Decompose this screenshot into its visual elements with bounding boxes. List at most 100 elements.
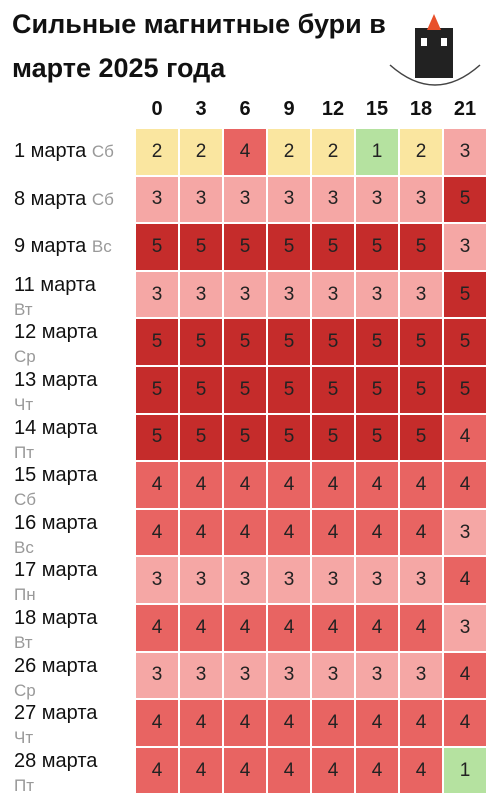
cell: 4	[443, 556, 487, 604]
cell: 1	[355, 128, 399, 176]
cell: 5	[267, 413, 311, 462]
cell: 5	[443, 270, 487, 319]
cell: 5	[267, 366, 311, 414]
row-label: 8 марта Сб	[14, 187, 134, 212]
cell: 4	[399, 461, 443, 509]
cell: 4	[355, 461, 399, 509]
cell: 5	[135, 366, 179, 414]
cell: 5	[135, 223, 179, 271]
hour-header: 18	[409, 98, 433, 120]
cell: 3	[267, 651, 311, 700]
hour-header: 9	[283, 98, 295, 120]
cell: 5	[267, 318, 311, 366]
cell: 4	[135, 461, 179, 509]
cell: 4	[179, 508, 223, 557]
cell: 3	[179, 175, 223, 224]
cell: 4	[355, 508, 399, 557]
row-label: 18 марта Вт	[14, 606, 134, 655]
cell: 3	[399, 556, 443, 604]
row-label: 28 марта Пт	[14, 749, 134, 798]
weekday: Пт	[14, 442, 35, 462]
cell: 5	[399, 366, 443, 414]
cell: 2	[179, 128, 223, 176]
date: 12 марта	[14, 321, 98, 344]
cell: 4	[311, 508, 355, 557]
title: Сильные магнитные бури в марте 2025 года	[12, 9, 386, 83]
cell: 3	[355, 175, 399, 224]
row-label: 9 марта Вс	[14, 234, 134, 259]
cell: 4	[267, 604, 311, 652]
cell: 5	[399, 223, 443, 271]
weekday: Ср	[14, 347, 36, 367]
date: 13 марта	[14, 369, 98, 391]
cell: 3	[443, 128, 487, 176]
cell: 5	[443, 175, 487, 224]
cell: 3	[223, 270, 267, 319]
cell: 5	[311, 366, 355, 414]
cell: 4	[223, 128, 267, 176]
weekday: Чт	[14, 395, 34, 414]
cell: 3	[135, 270, 179, 319]
cell: 4	[223, 699, 267, 747]
cell: 3	[223, 175, 267, 224]
date: 11 марта	[14, 273, 96, 296]
cell: 4	[267, 746, 311, 795]
cell: 4	[135, 508, 179, 557]
cell: 5	[311, 318, 355, 366]
hour-header: 0	[151, 98, 163, 120]
weekday: Сб	[91, 142, 114, 161]
weekday: Пн	[14, 585, 36, 605]
cell: 5	[311, 413, 355, 462]
cell: 3	[135, 175, 179, 224]
hour-header: 21	[453, 98, 477, 120]
cell: 5	[179, 413, 223, 462]
cell: 3	[267, 270, 311, 319]
cell: 3	[311, 270, 355, 319]
cell: 5	[399, 413, 443, 462]
row-label: 17 марта Пн	[14, 558, 134, 607]
cell: 3	[179, 556, 223, 604]
cell: 4	[267, 699, 311, 747]
cell: 4	[311, 461, 355, 509]
cell: 3	[443, 223, 487, 271]
row-label: 26 марта Ср	[14, 654, 134, 703]
cell: 4	[223, 604, 267, 652]
weekday: Сб	[14, 490, 37, 510]
cell: 5	[399, 318, 443, 366]
cell: 2	[267, 128, 311, 176]
cell: 3	[355, 651, 399, 700]
cell: 4	[355, 699, 399, 747]
cell: 4	[267, 461, 311, 509]
logo-arc	[389, 64, 481, 86]
cell: 4	[355, 604, 399, 652]
date: 8 марта	[14, 187, 87, 210]
date: 27 марта	[14, 702, 98, 725]
cell: 3	[135, 556, 179, 604]
hour-header: 15	[365, 98, 389, 120]
row-label: 14 марта Пт	[14, 416, 134, 465]
cell: 4	[223, 746, 267, 795]
logo-tower	[415, 28, 453, 78]
cell: 3	[179, 270, 223, 319]
cell: 2	[135, 128, 179, 176]
row-label: 12 марта Ср	[14, 320, 134, 369]
cell: 4	[443, 413, 487, 462]
date: 16 марта	[14, 511, 98, 534]
cell: 5	[135, 413, 179, 462]
cell: 3	[355, 270, 399, 319]
cell: 4	[223, 461, 267, 509]
cell: 5	[443, 366, 487, 414]
row-label: 15 марта Сб	[14, 463, 134, 512]
cell: 5	[311, 223, 355, 271]
logo-flame	[427, 14, 441, 30]
weekday: Чт	[14, 728, 34, 748]
cell: 4	[179, 746, 223, 795]
cell: 5	[355, 223, 399, 271]
cell: 5	[355, 366, 399, 414]
row-label: 13 марта Чт	[14, 368, 134, 417]
row-label: 1 марта Сб	[14, 139, 134, 164]
weekday: Вт	[14, 299, 33, 319]
cell: 4	[311, 604, 355, 652]
cell: 5	[443, 318, 487, 366]
hour-header: 6	[239, 98, 251, 120]
